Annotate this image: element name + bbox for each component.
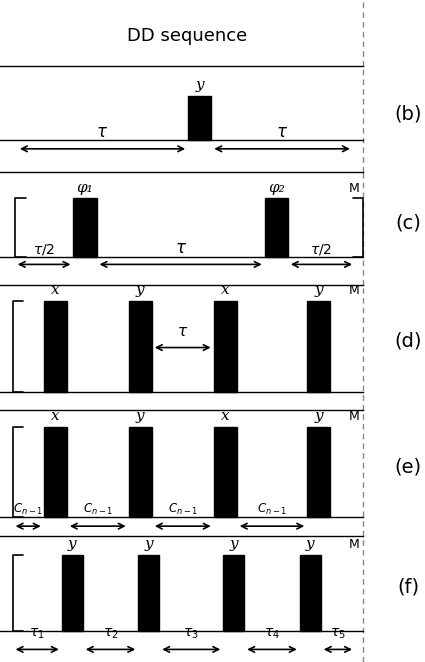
Text: (d): (d) — [394, 332, 422, 351]
Text: φ₂: φ₂ — [268, 181, 285, 195]
Bar — [43, 301, 67, 392]
Text: y: y — [136, 409, 144, 423]
Text: $\tau$: $\tau$ — [177, 325, 188, 339]
Text: $\tau_1$: $\tau_1$ — [29, 626, 45, 641]
Text: M: M — [348, 538, 359, 551]
Text: (b): (b) — [394, 105, 422, 123]
Text: $\tau_2$: $\tau_2$ — [103, 626, 118, 641]
Text: y: y — [68, 538, 76, 551]
Bar — [307, 301, 331, 392]
Text: $\tau$: $\tau$ — [96, 124, 108, 142]
Text: M: M — [348, 410, 359, 423]
Text: M: M — [348, 181, 359, 195]
Bar — [264, 198, 288, 257]
Text: y: y — [196, 77, 204, 91]
Bar — [73, 198, 96, 257]
Text: $\tau$: $\tau$ — [175, 240, 187, 257]
Bar — [62, 555, 83, 630]
Text: $\tau_5$: $\tau_5$ — [330, 626, 346, 641]
Text: M: M — [348, 284, 359, 297]
Text: $C_{n-1}$: $C_{n-1}$ — [168, 502, 198, 518]
Text: x: x — [221, 283, 230, 297]
Bar — [43, 427, 67, 518]
Bar — [188, 96, 211, 140]
Text: y: y — [230, 538, 238, 551]
Text: x: x — [221, 409, 230, 423]
Text: $\tau_3$: $\tau_3$ — [183, 626, 199, 641]
Text: y: y — [136, 283, 144, 297]
Text: y: y — [144, 538, 153, 551]
Text: $\tau_4$: $\tau_4$ — [264, 626, 280, 641]
Text: y: y — [306, 538, 314, 551]
Bar — [128, 301, 152, 392]
Text: DD sequence: DD sequence — [127, 27, 247, 46]
Bar — [223, 555, 244, 630]
Text: (c): (c) — [395, 213, 421, 232]
Bar — [138, 555, 159, 630]
Bar — [128, 427, 152, 518]
Text: $C_{n-1}$: $C_{n-1}$ — [83, 502, 113, 518]
Text: x: x — [51, 409, 60, 423]
Bar — [214, 427, 237, 518]
Text: y: y — [314, 283, 323, 297]
Text: $\tau$: $\tau$ — [276, 124, 288, 142]
Text: x: x — [51, 283, 60, 297]
Text: $C_{n-1}$: $C_{n-1}$ — [13, 502, 43, 518]
Text: $\tau/2$: $\tau/2$ — [310, 242, 332, 257]
Text: (f): (f) — [397, 577, 419, 596]
Text: (e): (e) — [394, 457, 422, 477]
Bar — [214, 301, 237, 392]
Text: $\tau/2$: $\tau/2$ — [33, 242, 55, 257]
Bar — [300, 555, 321, 630]
Text: φ₁: φ₁ — [76, 181, 94, 195]
Text: $C_{n-1}$: $C_{n-1}$ — [257, 502, 287, 518]
Text: y: y — [314, 409, 323, 423]
Bar — [307, 427, 331, 518]
